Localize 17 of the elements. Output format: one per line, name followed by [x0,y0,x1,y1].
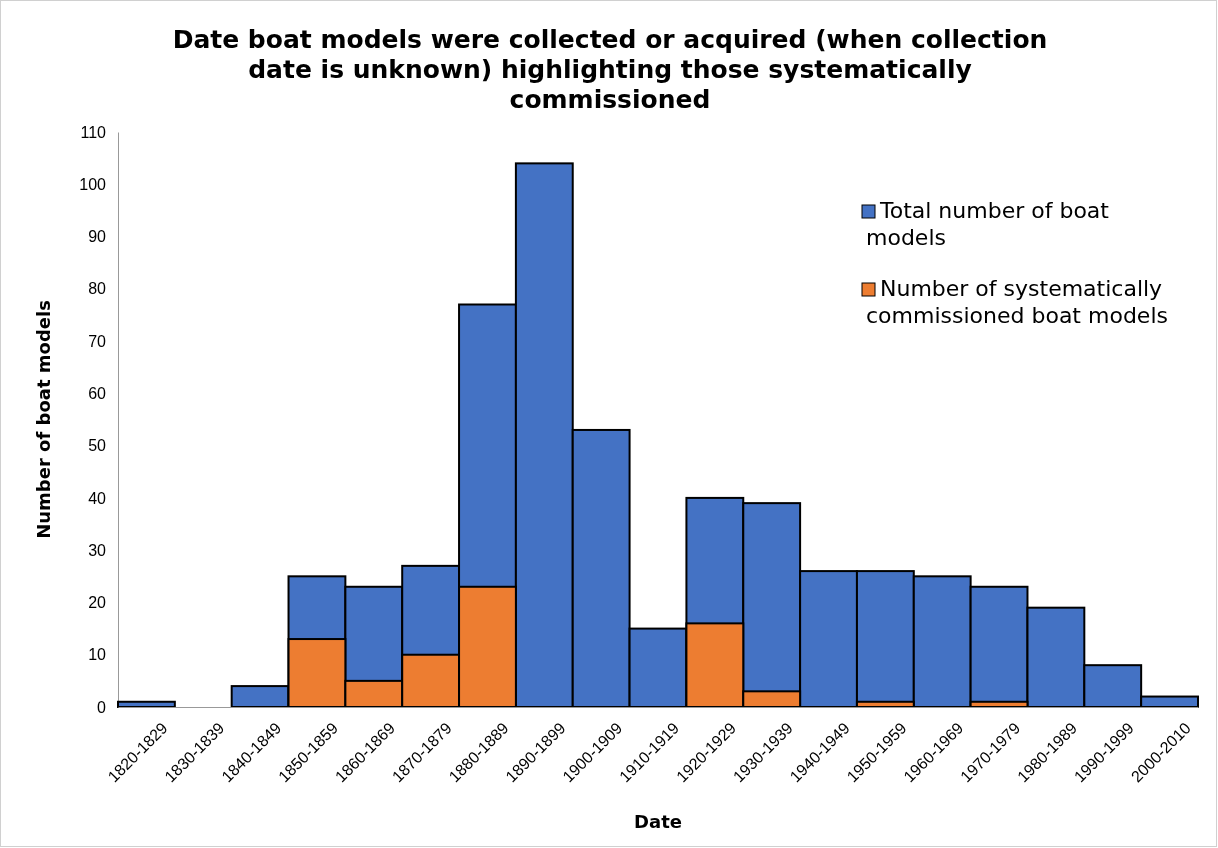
y-tick-label: 10 [88,646,107,664]
y-tick-label: 20 [88,594,107,612]
y-axis-title: Number of boat models [33,300,54,539]
x-axis-title: Date [634,811,682,832]
y-tick-label: 0 [97,698,107,716]
y-tick-label: 40 [88,489,107,507]
y-tick-label: 80 [88,280,107,298]
legend-label: Total number of boat models [866,198,1110,250]
y-tick-label: 50 [88,437,107,455]
y-tick-label: 70 [88,332,107,350]
chart-title: Date boat models were collected or acquired (when collection date is unknown) highlighting those systematically commissioned [172,25,1048,114]
y-tick-label: 100 [79,175,107,193]
y-tick-label: 30 [88,541,107,559]
y-tick-label: 60 [88,384,107,402]
y-tick-label: 90 [88,228,107,246]
legend-label: Number of systematically commissioned boat models [866,276,1168,328]
y-tick-label: 110 [80,123,107,141]
